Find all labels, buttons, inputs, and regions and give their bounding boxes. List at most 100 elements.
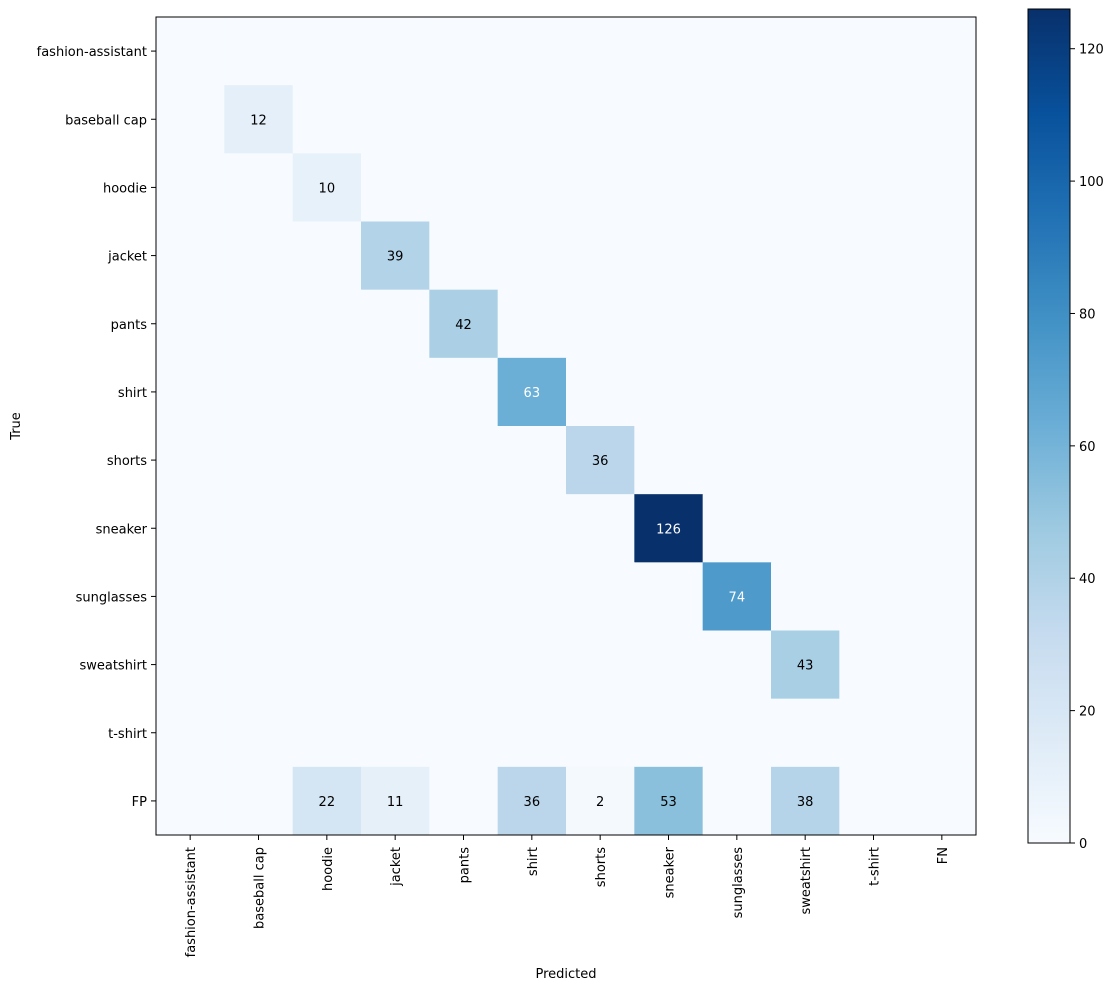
heatmap-cell [156, 289, 225, 359]
colorbar: 0 20 40 60 80 100 120 [1027, 8, 1104, 852]
heatmap-cell [156, 562, 225, 631]
y-tick-label: shirt [118, 386, 147, 401]
heatmap-cell [702, 357, 772, 427]
colorbar-tick-label: 120 [1079, 43, 1104, 58]
heatmap-cell [292, 153, 362, 222]
x-tick-label: fashion-assistant [184, 847, 199, 957]
heatmap-cell [771, 221, 840, 291]
heatmap-cell [702, 630, 772, 700]
cell-value-label: 63 [524, 386, 541, 401]
heatmap-cell [361, 221, 430, 291]
heatmap-cell [224, 153, 294, 222]
heatmap-cell [839, 357, 909, 427]
heatmap-cell [907, 289, 977, 359]
heatmap-cell [497, 630, 567, 700]
heatmap-cell [156, 221, 225, 291]
heatmap-cell [156, 85, 225, 154]
heatmap-cell [634, 562, 704, 631]
heatmap-cell [497, 562, 567, 631]
heatmap-cell [839, 562, 909, 631]
heatmap-cell [156, 426, 225, 495]
x-tick-label: sunglasses [731, 847, 746, 919]
cell-value-label: 11 [387, 795, 404, 810]
colorbar-tick-label: 20 [1079, 705, 1096, 720]
heatmap-cell [907, 698, 977, 768]
y-tick-label: shorts [107, 454, 147, 469]
heatmap-cell [429, 494, 499, 563]
heatmap-cell [702, 17, 772, 86]
heatmap-cell [702, 289, 772, 359]
heatmap-cell [497, 426, 567, 495]
heatmap-cell [292, 766, 362, 836]
colorbar-tick-label: 100 [1079, 175, 1104, 190]
heatmap-cell [566, 494, 635, 563]
heatmap-cell [156, 630, 225, 700]
colorbar-tick-label: 80 [1079, 307, 1096, 322]
y-axis-label: True [9, 412, 24, 441]
x-tick-label: hoodie [321, 847, 336, 891]
heatmap-cell [361, 766, 430, 836]
heatmap-cell [429, 698, 499, 768]
heatmap-cell [224, 289, 294, 359]
heatmap-cell [839, 221, 909, 291]
heatmap-cell [429, 153, 499, 222]
heatmap-cell [292, 426, 362, 495]
y-tick-label: FP [132, 795, 147, 810]
heatmap-cell [497, 17, 567, 86]
cell-value-label: 39 [387, 250, 404, 265]
heatmap-cell [224, 426, 294, 495]
heatmap-cell [566, 426, 635, 495]
heatmap-cell [634, 153, 704, 222]
cell-value-label: 36 [524, 795, 541, 810]
y-tick-labels: fashion-assistant baseball cap hoodie jacke… [37, 45, 156, 810]
y-tick-label: pants [111, 318, 148, 333]
cell-value-label: 12 [250, 113, 267, 128]
heatmap-cell [702, 153, 772, 222]
y-tick-label: sweatshirt [79, 659, 147, 674]
heatmap-cell [566, 698, 635, 768]
heatmap-cell [907, 85, 977, 154]
cell-value-label: 42 [455, 318, 472, 333]
heatmap-cell [224, 630, 294, 700]
heatmap-cell [702, 698, 772, 768]
heatmap-cell [634, 221, 704, 291]
cell-value-label: 74 [729, 590, 746, 605]
cell-value-label: 22 [319, 795, 336, 810]
x-axis-label: Predicted [535, 967, 596, 982]
heatmap-cell [224, 698, 294, 768]
heatmap-cell [771, 289, 840, 359]
heatmap-cell [907, 426, 977, 495]
heatmap-cell [361, 17, 430, 86]
heatmap-cell [634, 630, 704, 700]
heatmap-cell [771, 426, 840, 495]
cell-value-label: 53 [660, 795, 677, 810]
heatmap-cell [292, 630, 362, 700]
heatmap-cell [361, 494, 430, 563]
heatmap-cell [224, 494, 294, 563]
heatmap-cell [361, 357, 430, 427]
y-tick-label: sunglasses [76, 590, 148, 605]
heatmap-cell [224, 766, 294, 836]
y-tick-label: t-shirt [108, 727, 147, 742]
heatmap-cell [429, 17, 499, 86]
heatmap-cell [634, 698, 704, 768]
heatmap-cell [771, 153, 840, 222]
heatmap-cell [839, 494, 909, 563]
heatmap-cell [634, 289, 704, 359]
heatmap-cell [566, 766, 635, 836]
heatmap-cell [771, 85, 840, 154]
heatmap-cell [771, 357, 840, 427]
heatmap-cell [429, 85, 499, 154]
heatmap-cell [907, 494, 977, 563]
heatmap-cell [497, 357, 567, 427]
heatmap-cell [429, 357, 499, 427]
colorbar-tick-label: 0 [1079, 837, 1087, 852]
heatmap-cell [292, 698, 362, 768]
heatmap-cell [907, 766, 977, 836]
heatmap-cell [566, 153, 635, 222]
heatmap-cell [429, 630, 499, 700]
heatmap-cell [292, 221, 362, 291]
heatmap-cell [224, 85, 294, 154]
heatmap-cell [907, 17, 977, 86]
x-tick-label: pants [458, 847, 473, 884]
